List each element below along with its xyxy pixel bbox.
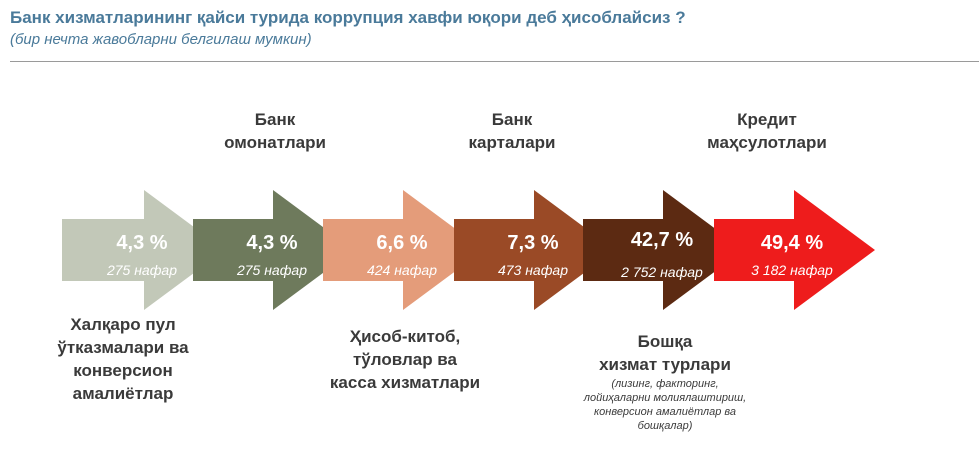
count-label-6: 3 182 нафар bbox=[751, 262, 833, 278]
value-label-5: 42,7 % bbox=[630, 229, 694, 251]
category-note-5: (лизинг, факторинг, лойиҳаларни молиялашт… bbox=[583, 378, 747, 432]
category-label-2: Банк омонатлари bbox=[224, 110, 326, 152]
category-label-4: Банк карталари bbox=[468, 110, 556, 152]
count-label-1: 275 нафар bbox=[106, 262, 177, 278]
count-label-5: 2 752 нафар bbox=[621, 264, 703, 280]
arrow-shape-1 bbox=[62, 190, 225, 310]
arrow-shape-2 bbox=[193, 190, 354, 310]
count-label-2: 275 нафар bbox=[236, 262, 307, 278]
value-label-2: 4,3 % bbox=[246, 232, 298, 254]
page-title: Банк хизматларининг қайси турида коррупц… bbox=[10, 8, 686, 27]
arrow-shape-3 bbox=[323, 190, 484, 310]
page-subtitle: (бир нечта жавобларни белгилаш мумкин) bbox=[10, 31, 312, 48]
arrow-shape-4 bbox=[454, 190, 615, 310]
category-label-3: Ҳисоб-китоб, тўловлар ва касса хизматлари bbox=[329, 327, 481, 392]
category-label-1: Халқаро пул ўтказмалари ва конверсион амали… bbox=[57, 315, 189, 403]
arrow-shape-5 bbox=[583, 190, 744, 310]
arrow-shape-6 bbox=[714, 190, 875, 310]
category-label-6: Кредит маҳсулотлари bbox=[707, 110, 827, 152]
category-label-5: Бошқа хизмат турлари bbox=[599, 332, 731, 374]
count-label-3: 424 нафар bbox=[366, 262, 437, 278]
value-label-6: 49,4 % bbox=[760, 232, 824, 254]
value-label-3: 6,6 % bbox=[376, 232, 428, 254]
value-label-4: 7,3 % bbox=[507, 232, 559, 254]
value-label-1: 4,3 % bbox=[116, 232, 168, 254]
title-divider bbox=[10, 61, 979, 62]
count-label-4: 473 нафар bbox=[497, 262, 568, 278]
